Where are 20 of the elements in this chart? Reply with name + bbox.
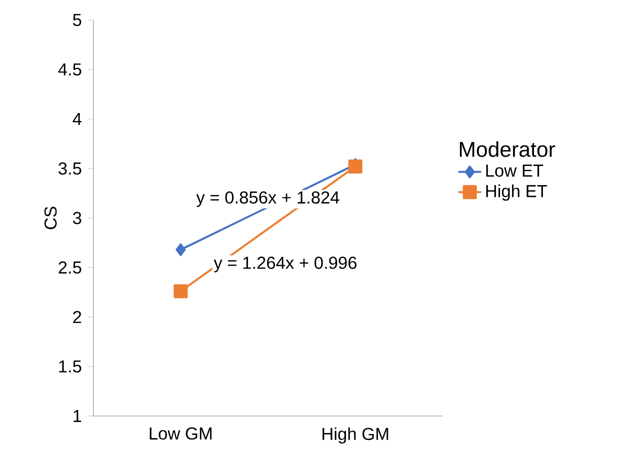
y-tick-label: 3	[72, 212, 82, 224]
legend-title: Moderator	[460, 141, 556, 157]
annotation: y = 1.264x + 0.996	[214, 256, 356, 272]
y-tick-label: 2	[73, 310, 82, 323]
y-tick-label: 1	[74, 410, 82, 422]
y-tick-label: 2.5	[58, 261, 82, 274]
y-tick-label: 4	[72, 112, 82, 125]
annotation: y = 0.856x + 1.824	[196, 191, 340, 207]
point	[348, 159, 362, 174]
x-tick-label: Low GM	[150, 427, 212, 440]
legend-label: Low ET	[486, 164, 544, 177]
legend-label: High ET	[486, 184, 548, 201]
y-tick-label: 1.5	[59, 360, 82, 372]
y-tick-label: 3.5	[58, 162, 82, 174]
y-axis-title: CS	[44, 206, 57, 230]
y-tick-label: 4.5	[58, 63, 82, 76]
point	[174, 284, 188, 298]
point	[176, 243, 186, 256]
y-tick-label: 5	[73, 14, 82, 26]
x-tick-label: High GM	[322, 427, 388, 444]
